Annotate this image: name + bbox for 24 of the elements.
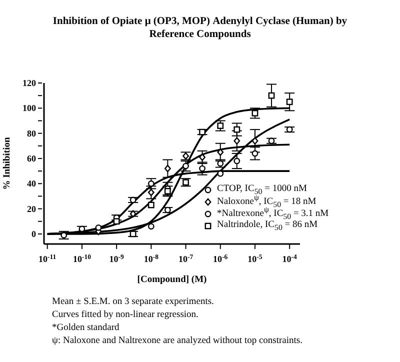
text: ψ: Naloxone and Naltrexone are analyzed without top constraints. xyxy=(52,335,302,348)
y-tick-label: 20 xyxy=(27,204,36,214)
y-tick-label: 80 xyxy=(27,128,36,138)
y-tick-label: 40 xyxy=(27,178,36,189)
text: Curves fitted by non-linear regression. xyxy=(52,309,200,322)
x-tick-label: 10$^{-11}$ xyxy=(38,254,57,264)
y-tick-label: 60 xyxy=(27,153,36,164)
chart-title: Inhibition of Opiate μ (OP3, MOP) Adenylyl Cyclase (Human) by Reference Compounds xyxy=(52,15,348,41)
y-tick-label: 100 xyxy=(22,103,36,114)
x-tick-label: 10$^{-4}$ xyxy=(282,254,298,264)
legend-label: CTOP, IC$_{50}$ = 1000 nM xyxy=(217,182,307,196)
text: Mean ± S.E.M. on 3 separate experiments. xyxy=(52,296,215,309)
y-tick-label: 120 xyxy=(22,78,36,88)
y-axis-title: % Inhibition xyxy=(2,136,12,190)
y-tick-label: 0 xyxy=(32,228,36,239)
text: *Golden standard xyxy=(52,322,120,335)
x-tick-label: 10$^{-9}$ xyxy=(109,254,124,264)
x-axis-title: [Compound] (M) xyxy=(137,275,207,285)
x-tick-label: 10$^{-7}$ xyxy=(178,254,194,264)
x-tick-label: 10$^{-8}$ xyxy=(144,254,160,264)
x-tick-label: 10$^{-5}$ xyxy=(248,254,263,264)
x-tick-label: 10$^{-10}$ xyxy=(72,254,92,264)
legend-label: Naltrindole, IC$_{50}$ = 86 nM xyxy=(217,220,318,234)
x-tick-label: 10$^{-6}$ xyxy=(213,254,228,264)
